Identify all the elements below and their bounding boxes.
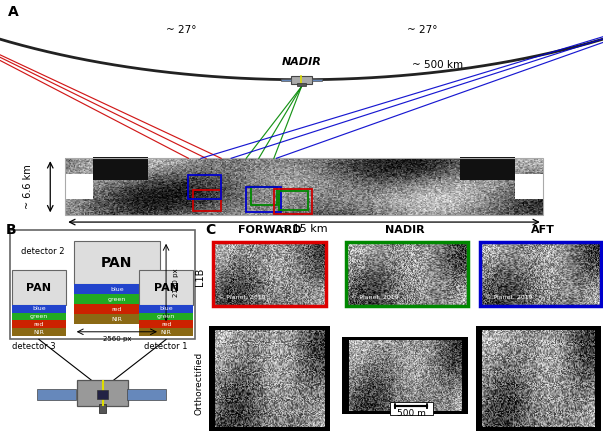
FancyBboxPatch shape	[291, 76, 312, 84]
Text: blue: blue	[110, 286, 124, 292]
Bar	[139, 313, 193, 321]
Text: 2160 px: 2160 px	[173, 268, 179, 297]
Bar	[12, 328, 66, 336]
Bar	[188, 175, 221, 199]
Bar	[12, 313, 66, 321]
Text: NIR: NIR	[160, 330, 171, 335]
Bar	[74, 294, 160, 304]
Bar	[37, 389, 76, 399]
Text: AFT: AFT	[531, 225, 554, 235]
Bar	[139, 270, 193, 305]
Text: © Planet, 2019: © Planet, 2019	[485, 294, 532, 300]
Bar	[74, 314, 160, 324]
Bar	[246, 187, 282, 212]
Bar	[12, 320, 66, 328]
Text: blue: blue	[32, 306, 46, 311]
Text: ~ 15 km: ~ 15 km	[280, 224, 328, 234]
Bar	[194, 190, 221, 211]
Bar	[480, 242, 601, 306]
Text: ~ 27°: ~ 27°	[166, 25, 196, 35]
Bar	[139, 328, 193, 336]
Bar	[65, 174, 93, 199]
Bar	[460, 157, 515, 180]
Text: green: green	[108, 297, 126, 302]
Text: PAN: PAN	[154, 283, 178, 293]
Text: Orthorectified: Orthorectified	[195, 352, 204, 415]
Text: 2560 px: 2560 px	[103, 336, 131, 343]
Bar	[515, 174, 543, 199]
Bar	[10, 230, 195, 339]
Bar	[281, 78, 291, 81]
Bar	[139, 320, 193, 328]
Text: B: B	[6, 223, 17, 237]
Bar	[74, 241, 160, 284]
Bar	[93, 157, 148, 180]
Text: ~ 500 km: ~ 500 km	[412, 60, 463, 71]
Text: 500 m: 500 m	[397, 409, 426, 418]
Bar	[65, 158, 543, 215]
Text: detector 3: detector 3	[12, 342, 56, 351]
Text: NIR: NIR	[34, 330, 45, 335]
Bar	[74, 284, 160, 294]
Text: © Planet, 2019: © Planet, 2019	[352, 294, 399, 300]
Text: C: C	[205, 223, 215, 237]
FancyBboxPatch shape	[77, 380, 128, 406]
Bar	[12, 270, 66, 305]
Bar	[99, 405, 106, 413]
Bar	[251, 187, 277, 205]
Text: A: A	[7, 4, 18, 18]
Bar	[343, 337, 468, 414]
Text: NADIR: NADIR	[282, 57, 321, 67]
Text: NADIR: NADIR	[385, 225, 425, 235]
Bar	[96, 390, 109, 399]
Text: green: green	[30, 314, 48, 319]
Bar	[127, 389, 166, 399]
Text: FORWARD: FORWARD	[238, 225, 302, 235]
Bar	[312, 78, 322, 81]
Text: PAN: PAN	[101, 255, 133, 269]
Text: red: red	[161, 322, 171, 327]
Text: L1B: L1B	[195, 268, 205, 286]
Bar	[476, 326, 601, 431]
Text: red: red	[112, 307, 122, 312]
Bar	[274, 189, 312, 214]
Bar	[279, 191, 308, 210]
Text: © Planet, 2019: © Planet, 2019	[218, 294, 265, 300]
Text: green: green	[157, 314, 175, 319]
FancyBboxPatch shape	[390, 402, 432, 415]
Bar	[12, 305, 66, 313]
Text: detector 2: detector 2	[21, 247, 64, 256]
Text: PAN: PAN	[27, 283, 51, 293]
Bar	[213, 242, 326, 306]
Bar	[209, 326, 330, 431]
Text: ~ 6.6 km: ~ 6.6 km	[23, 164, 33, 209]
Text: ~ 27°: ~ 27°	[407, 25, 437, 35]
Text: NIR: NIR	[112, 317, 122, 321]
Bar	[297, 83, 306, 86]
Text: detector 1: detector 1	[144, 342, 188, 351]
Bar	[74, 304, 160, 314]
Bar	[347, 242, 468, 306]
Text: blue: blue	[159, 306, 173, 311]
Text: red: red	[34, 322, 44, 327]
Bar	[139, 305, 193, 313]
